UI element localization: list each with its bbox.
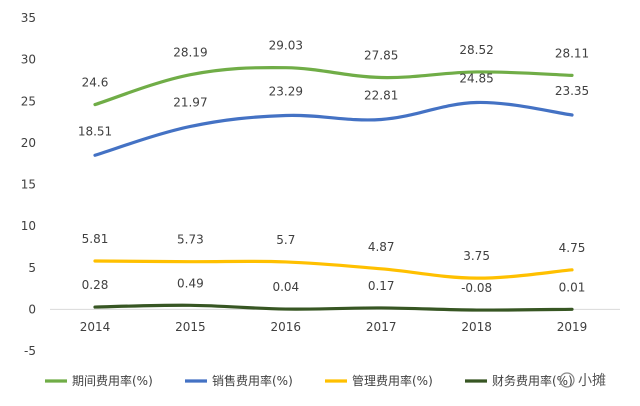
data-label: 22.81 [364,88,398,102]
y-tick-label: 35 [21,11,36,25]
x-tick-label: 2014 [80,320,111,334]
series-line [93,100,574,157]
data-label: 0.01 [559,280,586,294]
data-label: 4.87 [368,240,395,254]
data-label: 5.7 [276,233,295,247]
data-label: 0.28 [82,278,109,292]
data-label: 27.85 [364,49,398,63]
data-label: 23.35 [555,84,589,98]
data-label: 3.75 [463,249,490,263]
x-tick-label: 2018 [461,320,492,334]
data-label: 28.52 [459,43,493,57]
watermark-text: 小摊 [578,373,606,389]
x-tick-label: 2015 [175,320,206,334]
legend-label: 销售费用率(%) [212,373,293,388]
watermark-logo-icon [559,372,575,388]
data-label: 28.19 [173,46,207,60]
y-tick-label: 20 [21,136,36,150]
legend-label: 管理费用率(%) [352,373,433,388]
watermark: 小摊 [559,372,606,389]
data-label: 24.85 [459,71,493,85]
legend-label: 期间费用率(%) [72,373,153,388]
y-tick-label: -5 [24,344,36,358]
legend-label: 财务费用率(%) [492,373,573,388]
data-label: 29.03 [269,39,303,53]
y-tick-label: 0 [28,302,36,316]
series-lines [93,65,574,312]
x-axis-ticks: 2014 2015 2016 2017 2018 2019 [80,320,588,334]
data-label: 5.81 [82,232,109,246]
series-line [93,303,574,312]
y-tick-label: 30 [21,53,36,67]
x-tick-label: 2016 [271,320,302,334]
y-axis-ticks: -5 0 5 10 15 20 25 30 35 [21,11,36,358]
y-tick-label: 5 [28,261,36,275]
data-labels: 24.6 28.19 29.03 27.85 28.52 28.11 18.51 21.97 2… [78,39,589,295]
data-label: 0.49 [177,276,204,290]
data-label: 23.29 [269,84,303,98]
series-line [93,259,574,280]
data-label: 0.17 [368,279,395,293]
data-label: 0.04 [272,280,299,294]
x-tick-label: 2017 [366,320,397,334]
y-tick-label: 25 [21,94,36,108]
y-tick-label: 10 [21,219,36,233]
legend: 期间费用率(%) 销售费用率(%) 管理费用率(%) 财务费用率(%) [45,373,573,388]
x-tick-label: 2019 [557,320,588,334]
data-label: 24.6 [82,76,109,90]
y-tick-label: 15 [21,178,36,192]
data-label: 21.97 [173,95,207,109]
data-label: -0.08 [461,281,492,295]
data-label: 28.11 [555,46,589,60]
data-label: 18.51 [78,124,112,138]
data-label: 4.75 [559,241,586,255]
data-label: 5.73 [177,233,204,247]
series-line [93,65,574,107]
